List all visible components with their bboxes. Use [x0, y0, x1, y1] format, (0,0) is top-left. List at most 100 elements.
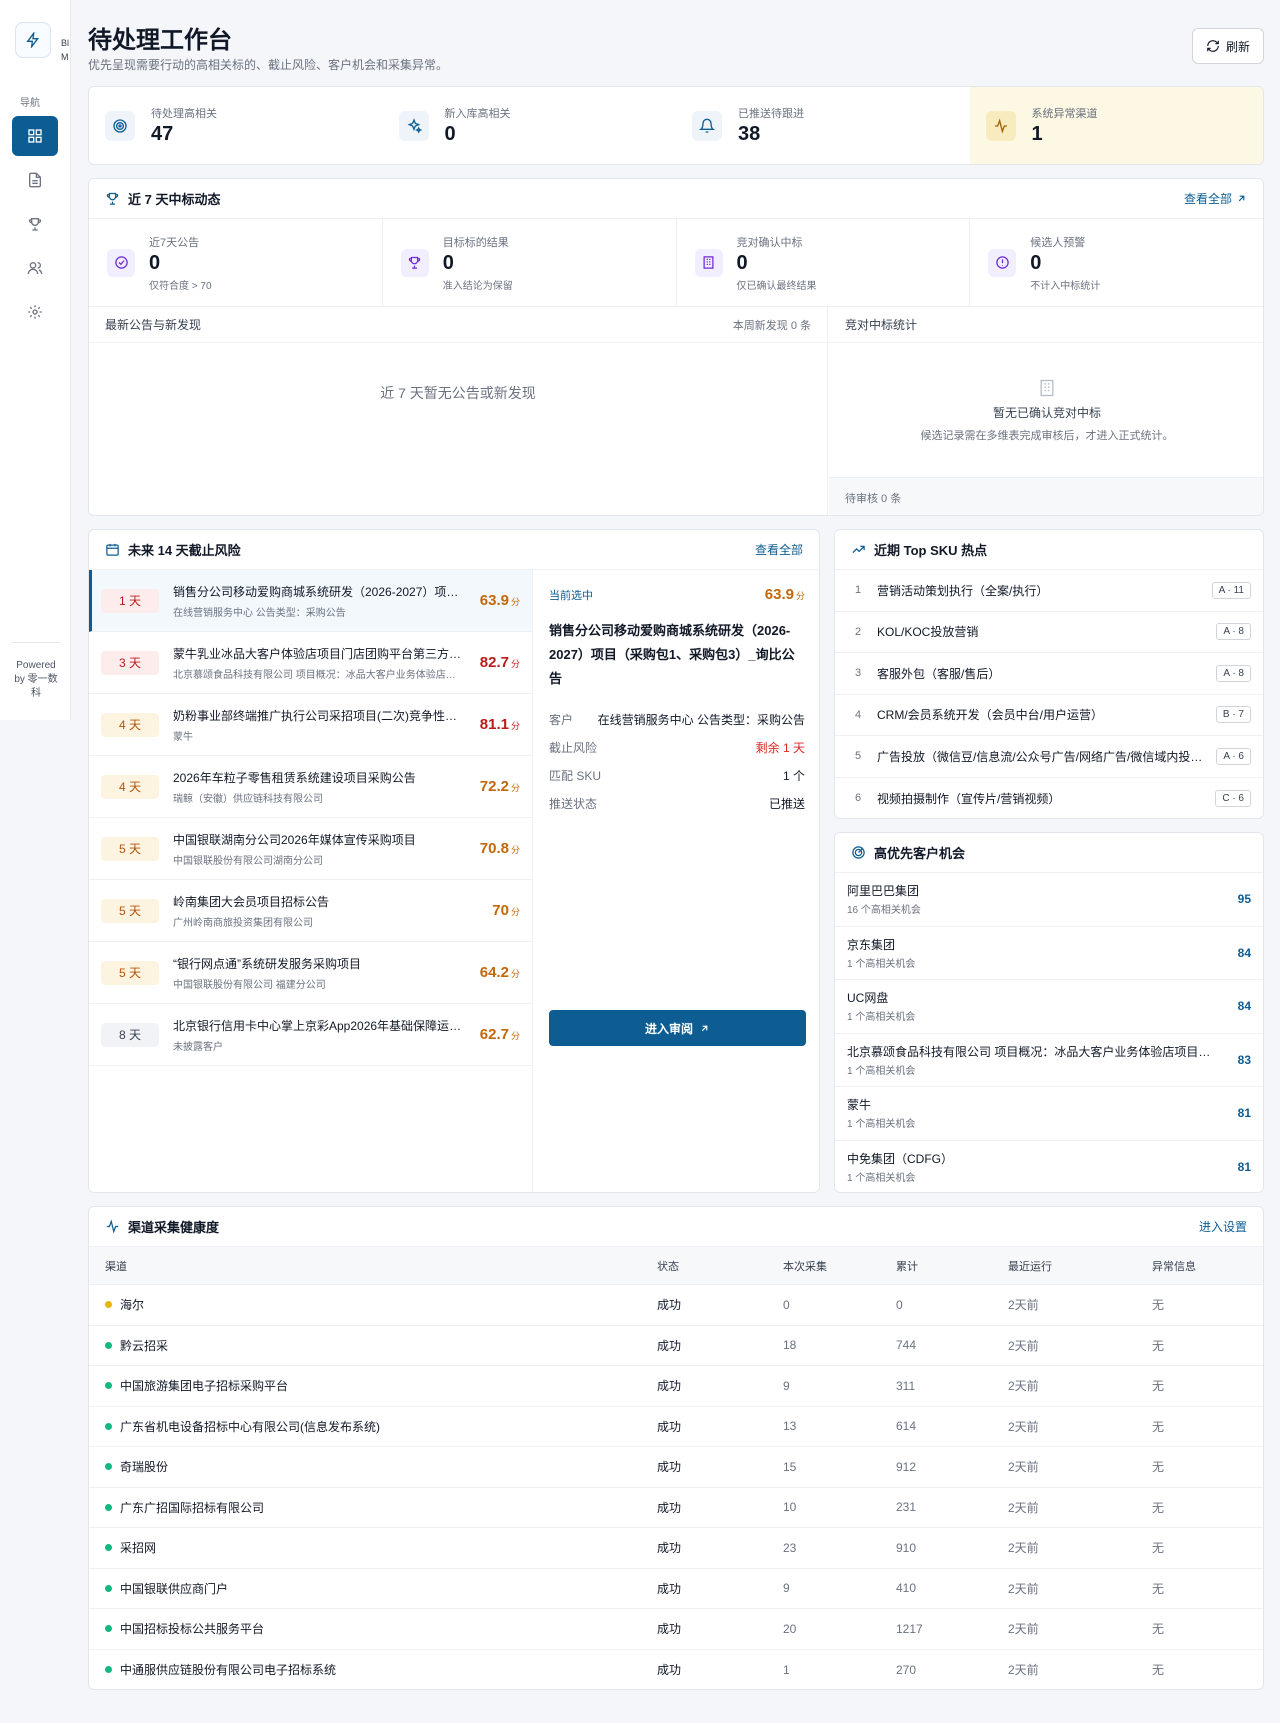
score-value: 81.1 [479, 716, 509, 733]
sku-item[interactable]: 6 视频拍摄制作（宣传片/营销视频） C · 6 [835, 778, 1263, 819]
stat-value: 47 [151, 123, 174, 145]
detail-row: 客户 在线营销服务中心 公告类型：采购公告 [549, 705, 805, 733]
table-row[interactable]: 中国银联供应商门户 成功 9 410 2天前 无 [89, 1569, 1263, 1609]
last-run-cell: 2天前 [1008, 1500, 1039, 1515]
powered-by: Powered by 零一数科 [12, 642, 60, 701]
customer-name: UC网盘 [847, 991, 889, 1006]
document-icon [29, 172, 41, 188]
customer-item[interactable]: 蒙牛 1 个高相关机会 81 [835, 1087, 1263, 1141]
win-stat-label: 候选人预警 [1030, 236, 1086, 249]
table-row[interactable]: 中国招标投标公共服务平台 成功 20 1217 2天前 无 [89, 1609, 1263, 1650]
error-cell: 无 [1152, 1622, 1165, 1637]
item-subtitle: 广州岭南商旅投资集团有限公司 [173, 917, 313, 929]
sku-tag: A · 11 [1211, 581, 1251, 599]
sidebar: Bl M 导航 Powered by 零一数科 [0, 0, 71, 720]
stat-value: 0 [444, 123, 456, 145]
item-score: 82.7 分 [462, 654, 520, 671]
sku-name: 广告投放（微信豆/信息流/公众号广告/网络广告/微信域内投放） [877, 749, 1215, 764]
sku-item[interactable]: 4 CRM/会员系统开发（会员中台/用户运营） B · 7 [835, 695, 1263, 736]
days-badge: 8 天 [101, 1022, 159, 1047]
nav-awards[interactable] [12, 204, 58, 244]
table-row[interactable]: 中通服供应链股份有限公司电子招标系统 成功 1 270 2天前 无 [89, 1650, 1263, 1690]
item-subtitle: 北京慕颂食品科技有限公司 项目概况：冰品大客户业务体验店项目门店团购平台 [173, 669, 462, 681]
card-title: 未来 14 天截止风险 [128, 543, 241, 558]
table-row[interactable]: 采招网 成功 23 910 2天前 无 [89, 1528, 1263, 1569]
total-count-cell: 270 [896, 1662, 917, 1677]
nav-documents[interactable] [12, 160, 58, 200]
stat-abnormal[interactable]: 系统异常渠道 1 [969, 87, 1263, 164]
win-stat-label: 目标标的结果 [442, 236, 509, 249]
customer-item[interactable]: 阿里巴巴集团 16 个高相关机会 95 [835, 873, 1263, 927]
customer-item[interactable]: 中免集团（CDFG） 1 个高相关机会 81 [835, 1141, 1263, 1193]
win-dynamics-card: 近 7 天中标动态 查看全部 近7天公告 0 仅符合度 > 70 目标标的结果 0 准入… [88, 178, 1264, 516]
table-row[interactable]: 奇瑞股份 成功 15 912 2天前 无 [89, 1447, 1263, 1488]
table-body: 海尔 成功 0 0 2天前无黔云招采 成功 18 744 2天前无中国旅游集团电子招标采购平台成… [89, 1285, 1263, 1690]
item-score: 63.9 分 [462, 592, 520, 609]
radar-icon [851, 845, 866, 860]
list-item[interactable]: 5 天 岭南集团大会员项目招标公告 广州岭南商旅投资集团有限公司 70 分 [89, 880, 532, 942]
channel-name: 黔云招采 [120, 1338, 169, 1353]
table-row[interactable]: 广东省机电设备招标中心有限公司(信息发布系统) 成功 13 614 2天前 无 [89, 1407, 1263, 1447]
score-value: 63.9 [764, 586, 794, 603]
sku-item[interactable]: 5 广告投放（微信豆/信息流/公众号广告/网络广告/微信域内投放） A · 6 [835, 736, 1263, 778]
list-item[interactable]: 4 天 2026年车粒子零售租赁系统建设项目采购公告 瑞鲸（安徽）供应链科技有限公… [89, 756, 532, 818]
grid-icon [28, 129, 42, 143]
stat-pushed[interactable]: 已推送待跟进 38 [676, 87, 970, 164]
enter-review-button[interactable]: 进入审阅 [549, 1010, 806, 1046]
status-cell: 成功 [657, 1663, 682, 1678]
list-item[interactable]: 5 天 “银行网点通”系统研发服务采购项目 中国银联股份有限公司 福建分公司 64… [89, 942, 532, 1004]
days-badge: 3 天 [101, 650, 159, 675]
card-title: 近 7 天中标动态 [128, 192, 221, 207]
table-row[interactable]: 海尔 成功 0 0 2天前 无 [89, 1285, 1263, 1326]
sku-item[interactable]: 1 营销活动策划执行（全案/执行） A · 11 [835, 570, 1263, 612]
nav-customers[interactable] [12, 248, 58, 288]
win-stat-value: 0 [1030, 251, 1042, 274]
list-item[interactable]: 3 天 蒙牛乳业冰品大客户体验店项目门店团购平台第三方服务采购项目北京慕颂食品科… [89, 632, 532, 694]
win-stat-target[interactable]: 目标标的结果 0 准入结论为保留 [383, 219, 677, 306]
refresh-button[interactable]: 刷新 [1192, 28, 1264, 64]
customer-item[interactable]: 京东集团 1 个高相关机会 84 [835, 927, 1263, 980]
item-title: “银行网点通”系统研发服务采购项目 [173, 956, 361, 971]
win-stat-note: 仅已确认最终结果 [736, 280, 817, 292]
target-icon [105, 110, 135, 141]
logo[interactable] [15, 22, 51, 58]
customer-item[interactable]: 北京慕颂食品科技有限公司 项目概况：冰品大客户业务体验店项目门店团购平台 1 个高… [835, 1034, 1263, 1087]
table-row[interactable]: 广东广招国际招标有限公司 成功 10 231 2天前 无 [89, 1488, 1263, 1528]
list-item[interactable]: 4 天 奶粉事业部终端推广执行公司采招项目(二次)竞争性谈判公告 蒙牛 81.1 分 [89, 694, 532, 756]
view-all-link[interactable]: 查看全部 [1184, 190, 1247, 207]
stat-new[interactable]: 新入库高相关 0 [383, 87, 677, 164]
pending-review-count: 待审核 0 条 [829, 477, 1263, 515]
detail-key: 客户 [549, 712, 574, 727]
customer-item[interactable]: UC网盘 1 个高相关机会 84 [835, 980, 1263, 1034]
detail-value: 剩余 1 天 [755, 740, 805, 755]
list-item[interactable]: 5 天 中国银联湖南分公司2026年媒体宣传采购项目 中国银联股份有限公司湖南分公… [89, 818, 532, 880]
arrow-up-right-icon [1238, 195, 1245, 202]
card-title: 高优先客户机会 [874, 846, 966, 861]
bell-icon [692, 110, 722, 141]
item-score: 70.8 分 [462, 840, 520, 857]
sku-tag: C · 6 [1215, 789, 1251, 807]
sku-item[interactable]: 2 KOL/KOC投放营销 A · 8 [835, 612, 1263, 653]
list-item[interactable]: 1 天 销售分公司移动爱购商城系统研发（2026-2027）项目（采购包1、采购… [89, 570, 532, 632]
item-score: 62.7 分 [462, 1026, 520, 1043]
win-stat-announcements[interactable]: 近7天公告 0 仅符合度 > 70 [89, 219, 383, 306]
bolt-icon [26, 32, 39, 48]
channel-name: 中国旅游集团电子招标采购平台 [120, 1379, 289, 1394]
table-row[interactable]: 黔云招采 成功 18 744 2天前 无 [89, 1326, 1263, 1366]
last-run-cell: 2天前 [1008, 1541, 1039, 1556]
nav-dashboard[interactable] [12, 116, 58, 156]
table-row[interactable]: 中国旅游集团电子招标采购平台 成功 9 311 2天前 无 [89, 1366, 1263, 1407]
sku-item[interactable]: 3 客服外包（客服/售后） A · 8 [835, 653, 1263, 695]
channel-cell: 中国招标投标公共服务平台 [105, 1609, 264, 1649]
win-stat-competitor[interactable]: 竞对确认中标 0 仅已确认最终结果 [677, 219, 971, 306]
view-all-link[interactable]: 查看全部 [754, 543, 803, 557]
trophy-icon [400, 248, 429, 277]
stat-pending[interactable]: 待处理高相关 47 [89, 87, 383, 164]
win-stat-candidate[interactable]: 候选人预警 0 不计入中标统计 [970, 219, 1263, 306]
nav-settings[interactable] [12, 292, 58, 332]
customer-score: 81 [1237, 1106, 1251, 1121]
win-stat-note: 准入结论为保留 [442, 280, 513, 292]
settings-link[interactable]: 进入设置 [1198, 1220, 1247, 1234]
list-item[interactable]: 8 天 北京银行信用卡中心掌上京彩App2026年基础保障运维服务采购项目未披露… [89, 1004, 532, 1066]
current-count-cell: 13 [783, 1419, 797, 1434]
